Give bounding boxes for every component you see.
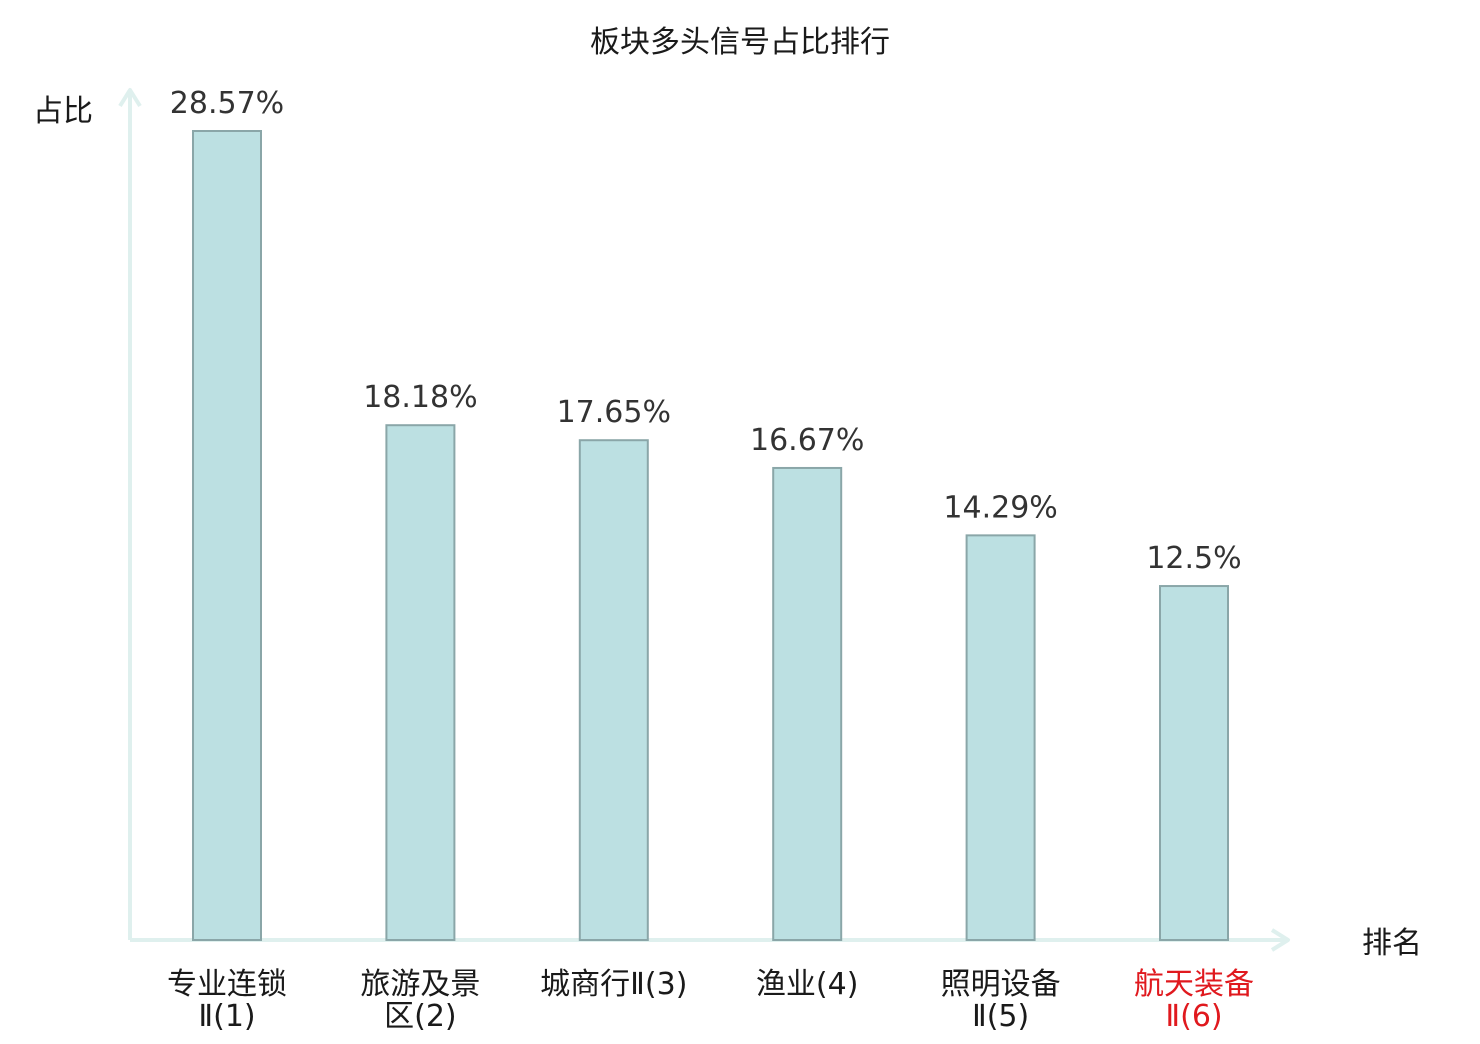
bar — [1159, 585, 1229, 941]
chart-title: 板块多头信号占比排行 — [590, 25, 890, 60]
category-label-line2: 区(2) — [384, 999, 457, 1034]
category-label: 照明设备 — [941, 967, 1061, 1002]
value-labels-group: 28.57% 18.18% 17.65% 16.67% 14.29% 12.5% — [170, 86, 1242, 576]
category-label: 渔业(4) — [756, 967, 859, 1002]
category-label-line2: Ⅱ(1) — [198, 999, 255, 1034]
category-label: 旅游及景 — [360, 967, 480, 1002]
x-axis-label: 排名 — [1362, 926, 1422, 961]
bars-group — [192, 130, 1229, 941]
category-label: 城商行Ⅱ(3) — [540, 967, 687, 1002]
bar — [192, 130, 262, 941]
y-axis-label: 占比 — [33, 94, 93, 129]
category-label-line2: Ⅱ(6) — [1165, 999, 1222, 1034]
value-label: 12.5% — [1146, 541, 1241, 576]
value-label: 14.29% — [943, 490, 1057, 525]
bar — [385, 424, 456, 941]
category-label: 航天装备 — [1134, 967, 1254, 1002]
bar — [965, 534, 1036, 941]
axes — [118, 88, 1290, 952]
x-axis-arrow — [1270, 928, 1290, 952]
value-label: 17.65% — [557, 395, 671, 430]
y-axis-arrow — [118, 88, 142, 108]
value-label: 18.18% — [363, 380, 477, 415]
value-label: 28.57% — [170, 86, 284, 121]
category-label-line2: Ⅱ(5) — [972, 999, 1029, 1034]
bar — [578, 439, 649, 941]
value-label: 16.67% — [750, 423, 864, 458]
category-label: 专业连锁 — [167, 967, 287, 1002]
bar — [772, 466, 843, 941]
